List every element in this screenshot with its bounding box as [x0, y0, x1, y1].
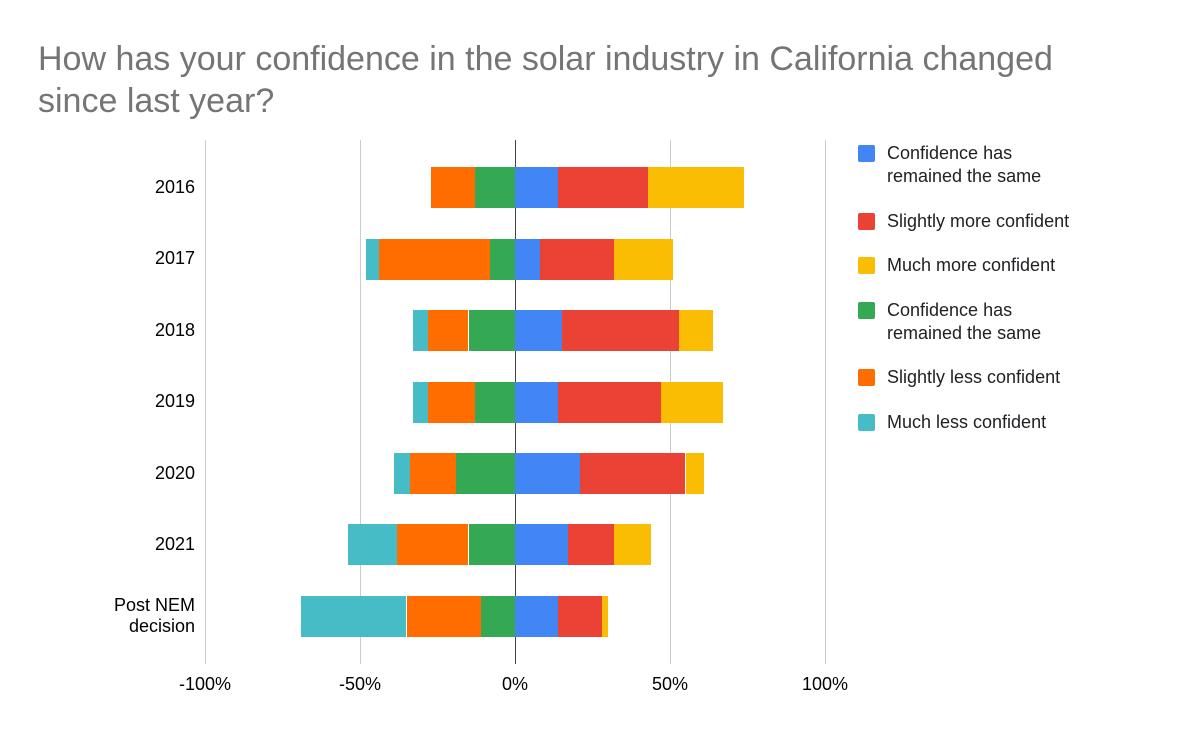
legend-item: Much more confident [858, 254, 1083, 277]
legend-item: Much less confident [858, 411, 1083, 434]
bar-segment [490, 238, 515, 280]
bar-segment [394, 452, 410, 494]
bar-segment [378, 238, 491, 280]
bar-segment [515, 524, 568, 566]
bar-segment [397, 524, 469, 566]
legend-label: Slightly more confident [887, 210, 1070, 231]
bar-segment [468, 524, 515, 566]
bar-segment [474, 381, 515, 423]
bar-segment [428, 310, 469, 352]
bar-segment [456, 452, 515, 494]
legend-label: Confidence has remained the same [887, 143, 1042, 187]
chart-title: How has your confidence in the solar ind… [38, 40, 1053, 121]
bar-segment [515, 381, 559, 423]
bar-segment [539, 238, 615, 280]
bar-segment [409, 452, 457, 494]
bar-segment [660, 381, 723, 423]
bar-segment [406, 595, 481, 637]
legend-item: Slightly less confident [858, 366, 1083, 389]
bar-segment [515, 310, 562, 352]
bar-segment [601, 595, 608, 637]
x-tick-label: 50% [651, 674, 689, 694]
y-axis-label: Post NEM decision [113, 594, 195, 637]
bar-segment [515, 452, 581, 494]
y-axis-label: 2019 [154, 391, 195, 412]
legend-swatch [858, 413, 875, 431]
legend: Confidence has remained the same Slightly… [858, 142, 1083, 434]
y-axis-labels: 2016 2017 2018 2019 2020 2021 Post NEM decisio… [58, 140, 195, 664]
y-axis-label: 2016 [154, 176, 195, 197]
bar-segment [468, 310, 515, 352]
legend-label: Much less confident [887, 411, 1047, 432]
bar-segment [347, 524, 398, 566]
bar-segment [301, 595, 407, 637]
gridline [205, 140, 206, 664]
legend-swatch [858, 145, 875, 162]
legend-swatch [858, 212, 875, 230]
y-axis-label: 2020 [154, 462, 195, 483]
bar-segment [431, 167, 475, 209]
y-axis-label: 2021 [154, 534, 195, 555]
legend-label: Slightly less confident [887, 367, 1061, 388]
legend-swatch [858, 257, 875, 275]
x-tick-label: 0% [501, 674, 529, 694]
bar-segment [558, 167, 649, 209]
bar-segment [558, 595, 602, 637]
plot-area [205, 140, 826, 664]
x-tick-label: -50% [338, 674, 382, 694]
bar-segment [480, 595, 515, 637]
bar-segment [648, 167, 745, 209]
bar-segment [567, 524, 615, 566]
bar-segment [474, 167, 515, 209]
bar-segment [614, 524, 652, 566]
bar-segment [412, 381, 429, 423]
bar-segment [515, 167, 559, 209]
gridline [360, 140, 361, 664]
bar-segment [558, 381, 661, 423]
gridline [825, 140, 826, 664]
bar-segment [614, 238, 674, 280]
legend-item: Slightly more confident [858, 210, 1083, 233]
bar-segment [428, 381, 475, 423]
legend-label: Much more confident [887, 255, 1056, 276]
legend-label: Confidence has remained the same [887, 299, 1042, 343]
legend-swatch [858, 369, 875, 387]
x-axis-labels: -100% -50% 0% 50% 100% [179, 674, 848, 704]
bar-segment [685, 452, 705, 494]
y-axis-label: 2018 [154, 319, 195, 340]
bar-segment [515, 595, 559, 637]
bar-segment [561, 310, 680, 352]
bar-segment [679, 310, 714, 352]
bar-segment [515, 238, 540, 280]
legend-item: Confidence has remained the same [858, 299, 1083, 346]
legend-item: Confidence has remained the same [858, 142, 1083, 189]
y-axis-label: 2017 [154, 248, 195, 269]
bar-segment [412, 310, 429, 352]
legend-swatch [858, 301, 875, 319]
bar-segment [580, 452, 686, 494]
bar-segment [366, 238, 379, 280]
x-tick-label: 100% [801, 674, 849, 694]
x-tick-label: -100% [178, 674, 232, 694]
